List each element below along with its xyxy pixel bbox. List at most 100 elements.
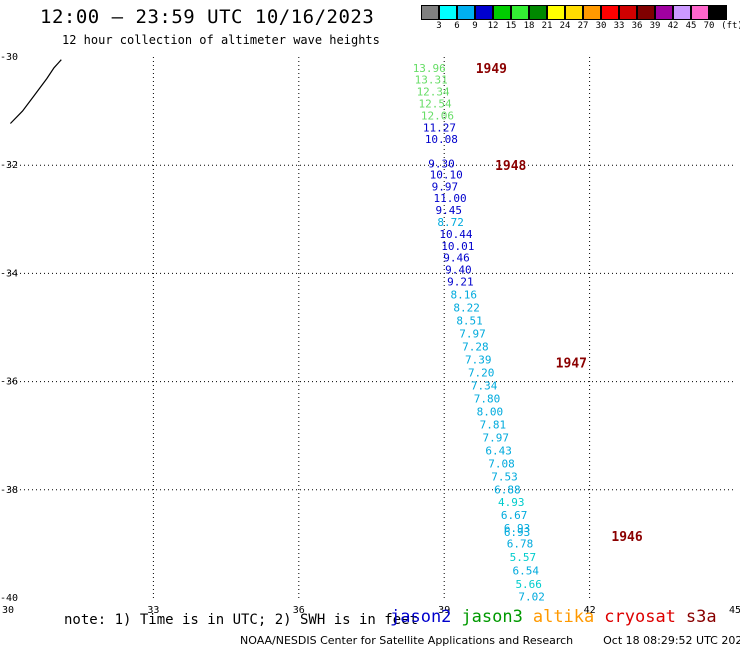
wave-height-value: 6.93 bbox=[504, 526, 530, 539]
wave-height-value: 4.93 bbox=[498, 496, 525, 509]
wave-height-value: 10.10 bbox=[430, 168, 463, 181]
legend-label: 12 bbox=[487, 21, 499, 31]
units-note: note: 1) Time is in UTC; 2) SWH is in fe… bbox=[64, 612, 419, 628]
wave-height-value: 9.97 bbox=[432, 180, 459, 193]
time-labels: 1949 1948 1947 1946 bbox=[476, 62, 643, 545]
lon-tick-label: 45 bbox=[729, 605, 740, 616]
legend-swatch bbox=[691, 5, 709, 20]
wave-height-value: 13.96 bbox=[413, 62, 446, 75]
wave-height-value: 11.00 bbox=[434, 192, 467, 205]
legend-swatch bbox=[673, 5, 691, 20]
wave-height-value: 13.31 bbox=[415, 74, 448, 87]
legend-swatch bbox=[565, 5, 583, 20]
wave-height-value: 9.40 bbox=[445, 264, 472, 277]
wave-height-value: 7.39 bbox=[465, 353, 492, 366]
wave-height-value: 6.67 bbox=[501, 509, 528, 522]
map-title: 12:00 – 23:59 UTC 10/16/2023 bbox=[40, 6, 375, 28]
legend-swatch bbox=[475, 5, 493, 20]
axis-tick-labels: 30 33 36 39 42 45 -30 -32 -34 -36 -38 -40 bbox=[0, 52, 740, 616]
legend-label: 39 bbox=[649, 21, 661, 31]
wave-height-value: 7.02 bbox=[518, 590, 545, 603]
legend-label: 30 bbox=[595, 21, 607, 31]
legend-label: 36 bbox=[631, 21, 643, 31]
lon-tick-label: 42 bbox=[584, 605, 596, 616]
lon-tick-label: 39 bbox=[438, 605, 450, 616]
wave-height-value: 7.81 bbox=[480, 418, 507, 431]
satellite-jason3: jason3 bbox=[461, 607, 523, 627]
wave-height-value: 8.16 bbox=[451, 288, 478, 301]
legend-label: 15 bbox=[505, 21, 517, 31]
legend-label: 18 bbox=[523, 21, 535, 31]
wave-height-value: 12.34 bbox=[417, 86, 450, 99]
legend-swatch bbox=[601, 5, 619, 20]
footer-timestamp: Oct 18 08:29:52 UTC 2023 bbox=[603, 634, 740, 647]
lat-tick-label: -38 bbox=[0, 485, 18, 496]
coastline bbox=[9, 59, 62, 124]
wave-height-value: 9.21 bbox=[447, 276, 474, 289]
wave-height-value: 6.54 bbox=[513, 564, 540, 577]
legend-label: 6 bbox=[454, 21, 460, 31]
satellite-legend: jason2 jason3 altika cryosat s3a bbox=[390, 607, 727, 627]
wave-height-value: 8.51 bbox=[456, 314, 483, 327]
wave-height-value: 9.45 bbox=[435, 204, 462, 217]
time-label: 1946 bbox=[611, 530, 642, 545]
wave-height-value: 5.57 bbox=[510, 551, 537, 564]
legend-swatch bbox=[583, 5, 601, 20]
legend-swatch bbox=[655, 5, 673, 20]
legend-swatch bbox=[457, 5, 475, 20]
wave-height-value: 12.06 bbox=[421, 109, 454, 122]
lat-tick-label: -36 bbox=[0, 377, 18, 388]
lon-tick-label: 33 bbox=[147, 605, 159, 616]
wave-height-value: 8.22 bbox=[453, 301, 480, 314]
wave-height-value: 7.97 bbox=[459, 327, 486, 340]
legend-label: 33 bbox=[613, 21, 625, 31]
wave-height-value: 8.00 bbox=[477, 405, 504, 418]
wave-height-value: 7.80 bbox=[474, 392, 501, 405]
wave-height-value: 6.78 bbox=[507, 537, 534, 550]
wave-height-value: 7.28 bbox=[462, 340, 489, 353]
lat-lon-grid bbox=[8, 57, 735, 598]
satellite-s3a: s3a bbox=[685, 607, 717, 627]
legend-swatch bbox=[511, 5, 529, 20]
lat-tick-label: -32 bbox=[0, 160, 18, 171]
wave-height-value: 10.08 bbox=[425, 133, 458, 146]
lon-tick-label: 36 bbox=[293, 605, 305, 616]
legend-label: 70 bbox=[703, 21, 715, 31]
wave-observations: 13.9613.3112.3412.5412.0611.2710.089.301… bbox=[413, 62, 545, 604]
legend-label: 3 bbox=[436, 21, 442, 31]
satellite-jason2: jason2 bbox=[390, 607, 452, 627]
wave-height-value: 10.01 bbox=[441, 240, 474, 253]
wave-height-value: 9.30 bbox=[428, 158, 455, 171]
wave-height-value: 5.66 bbox=[515, 578, 542, 591]
time-label: 1949 bbox=[476, 62, 507, 77]
legend-swatch bbox=[547, 5, 565, 20]
wave-height-value: 6.43 bbox=[485, 444, 512, 457]
lat-tick-label: -40 bbox=[0, 593, 18, 604]
time-label: 1948 bbox=[495, 159, 526, 174]
lat-tick-label: -30 bbox=[0, 52, 18, 63]
footer: NOAA/NESDIS Center for Satellite Applica… bbox=[240, 634, 740, 647]
legend-label: 42 bbox=[667, 21, 679, 31]
legend-swatch bbox=[493, 5, 511, 20]
legend-swatch bbox=[529, 5, 547, 20]
wave-height-value: 6.88 bbox=[494, 483, 521, 496]
legend-swatch bbox=[439, 5, 457, 20]
legend-label: 24 bbox=[559, 21, 571, 31]
satellite-cryosat: cryosat bbox=[604, 607, 676, 627]
satellite-altika: altika bbox=[532, 607, 595, 627]
time-label: 1947 bbox=[556, 357, 587, 372]
legend-label: 27 bbox=[577, 21, 589, 31]
lon-tick-label: 30 bbox=[2, 605, 14, 616]
legend-label: 21 bbox=[541, 21, 553, 31]
legend-label: 9 bbox=[472, 21, 478, 31]
wave-height-value: 6.93 bbox=[504, 522, 530, 535]
wave-height-value: 8.72 bbox=[437, 216, 464, 229]
wave-height-value: 7.53 bbox=[491, 470, 517, 483]
lat-tick-label: -34 bbox=[0, 268, 18, 279]
wave-height-value: 10.44 bbox=[439, 228, 472, 241]
legend-swatch bbox=[421, 5, 439, 20]
wave-height-value: 7.34 bbox=[471, 379, 498, 392]
legend-swatch bbox=[619, 5, 637, 20]
coastline-line bbox=[9, 59, 62, 124]
